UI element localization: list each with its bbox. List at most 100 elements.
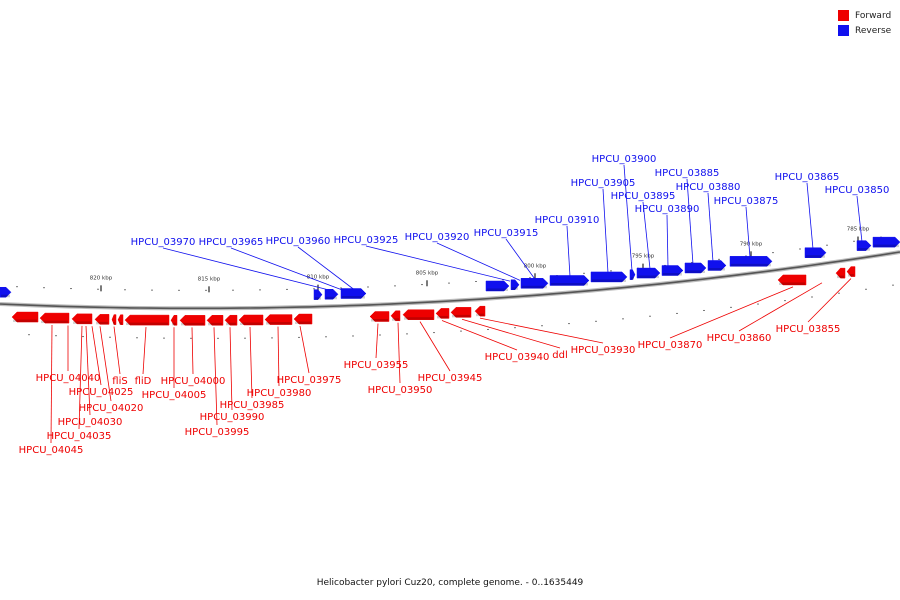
reverse-gene-shade — [592, 279, 626, 282]
leader-line — [297, 246, 355, 290]
gene-label: HPCU_04025 — [69, 387, 134, 398]
reverse-gene-shade — [663, 273, 682, 276]
leader-line — [436, 242, 521, 281]
leader-line — [78, 325, 83, 430]
forward-gene — [435, 308, 450, 319]
forward-gene — [777, 274, 807, 286]
leader-line — [230, 247, 343, 291]
gene-features — [0, 236, 900, 326]
gene-label: HPCU_04045 — [19, 445, 84, 456]
forward-gene-shade — [452, 314, 470, 318]
reverse-gene-shade — [709, 267, 725, 271]
leader-line — [686, 178, 694, 265]
forward-gene-shade — [404, 317, 433, 320]
reverse-gene-shade — [686, 270, 705, 273]
leader-line — [229, 327, 233, 411]
forward-gene — [390, 310, 401, 322]
reverse-gene-shade — [874, 244, 899, 248]
gene-label: HPCU_04040 — [36, 373, 101, 384]
leader-line — [807, 278, 852, 323]
leader-line — [566, 225, 571, 277]
scale-tick-label: 785 kbp — [847, 227, 870, 233]
leader-line — [299, 326, 310, 374]
gene-label: HPCU_03980 — [247, 388, 312, 399]
leader-line — [277, 326, 280, 387]
forward-gene — [224, 314, 238, 326]
gene-label: HPCU_03975 — [277, 375, 342, 386]
forward-gene — [71, 313, 93, 325]
gene-label: HPCU_04000 — [161, 376, 226, 387]
forward-gene — [124, 314, 170, 326]
reverse-gene — [313, 289, 323, 300]
leader-line — [856, 195, 863, 242]
reverse-gene-shade — [326, 296, 337, 300]
genome-caption: Helicobacter pylori Cuz20, complete geno… — [316, 578, 584, 588]
gene-label: HPCU_04005 — [142, 390, 207, 401]
forward-gene-shade — [392, 318, 399, 321]
legend-reverse: Reverse — [838, 23, 891, 38]
leader-line — [99, 326, 112, 402]
forward-gene-shade — [848, 274, 854, 277]
forward-gene-shade — [172, 322, 176, 326]
leader-line — [397, 322, 401, 384]
reverse-gene — [707, 260, 727, 271]
reverse-gene — [520, 278, 549, 289]
leader-line — [602, 188, 609, 274]
reverse-gene — [340, 288, 367, 299]
gene-label: HPCU_03890 — [635, 204, 700, 215]
forward-gene — [11, 311, 39, 323]
gene-label: HPCU_03910 — [535, 215, 600, 226]
gene-label: HPCU_04020 — [79, 403, 144, 414]
leader-line — [113, 326, 121, 375]
forward-gene-shade — [113, 322, 115, 325]
forward-gene-shade — [266, 322, 291, 325]
leader-line — [642, 201, 651, 269]
reverse-gene — [729, 256, 773, 267]
reverse-gene-shade — [731, 263, 771, 267]
reverse-gene-shade — [315, 297, 321, 300]
reverse-gene-shade — [522, 285, 547, 289]
leader-line — [707, 192, 714, 262]
reverse-gene-shade — [487, 288, 508, 291]
reverse-gene-shade — [806, 255, 825, 258]
genome-backbone — [0, 250, 900, 311]
scale-tick-label: 800 kbp — [524, 263, 547, 269]
gene-labels: HPCU_03970 HPCU_03965 HPCU_03960 HPCU_03925… — [19, 154, 890, 456]
leader-line — [479, 317, 604, 344]
gene-label: HPCU_03895 — [611, 191, 676, 202]
reverse-gene — [856, 240, 872, 251]
gene-label: HPCU_03950 — [368, 385, 433, 396]
legend-forward-label: Forward — [855, 10, 892, 21]
leader-line — [162, 247, 331, 291]
gene-label: HPCU_03990 — [200, 412, 265, 423]
gene-label: HPCU_03920 — [405, 232, 470, 243]
forward-gene-shade — [226, 322, 236, 326]
forward-gene — [474, 305, 486, 317]
label-leader-lines — [50, 164, 863, 444]
forward-gene-shade — [240, 322, 262, 325]
forward-gene — [293, 313, 313, 325]
leader-line — [249, 327, 253, 399]
forward-gene — [450, 307, 472, 318]
reverse-gene-shade — [512, 287, 518, 290]
gene-label: fliS — [112, 376, 127, 387]
forward-gene-shade — [437, 315, 448, 319]
reverse-gene-shade — [631, 277, 634, 280]
leader-line — [213, 327, 218, 426]
leader-line — [142, 327, 147, 375]
leader-line — [85, 325, 91, 416]
gene-label: HPCU_03940 — [485, 352, 550, 363]
gene-label: HPCU_03855 — [776, 324, 841, 335]
reverse-gene — [510, 279, 520, 291]
leader-line — [441, 320, 518, 351]
gene-label: HPCU_03870 — [638, 340, 703, 351]
gene-label: HPCU_03985 — [220, 400, 285, 411]
scale-tick-label: 795 kbp — [632, 254, 655, 260]
forward-gene-shade — [13, 319, 37, 323]
gene-label: HPCU_03885 — [655, 168, 720, 179]
backbone-line — [0, 251, 900, 310]
leader-line — [623, 164, 633, 271]
gene-label: HPCU_03955 — [344, 360, 409, 371]
gene-label: HPCU_03930 — [571, 345, 636, 356]
leader-line — [50, 325, 53, 444]
